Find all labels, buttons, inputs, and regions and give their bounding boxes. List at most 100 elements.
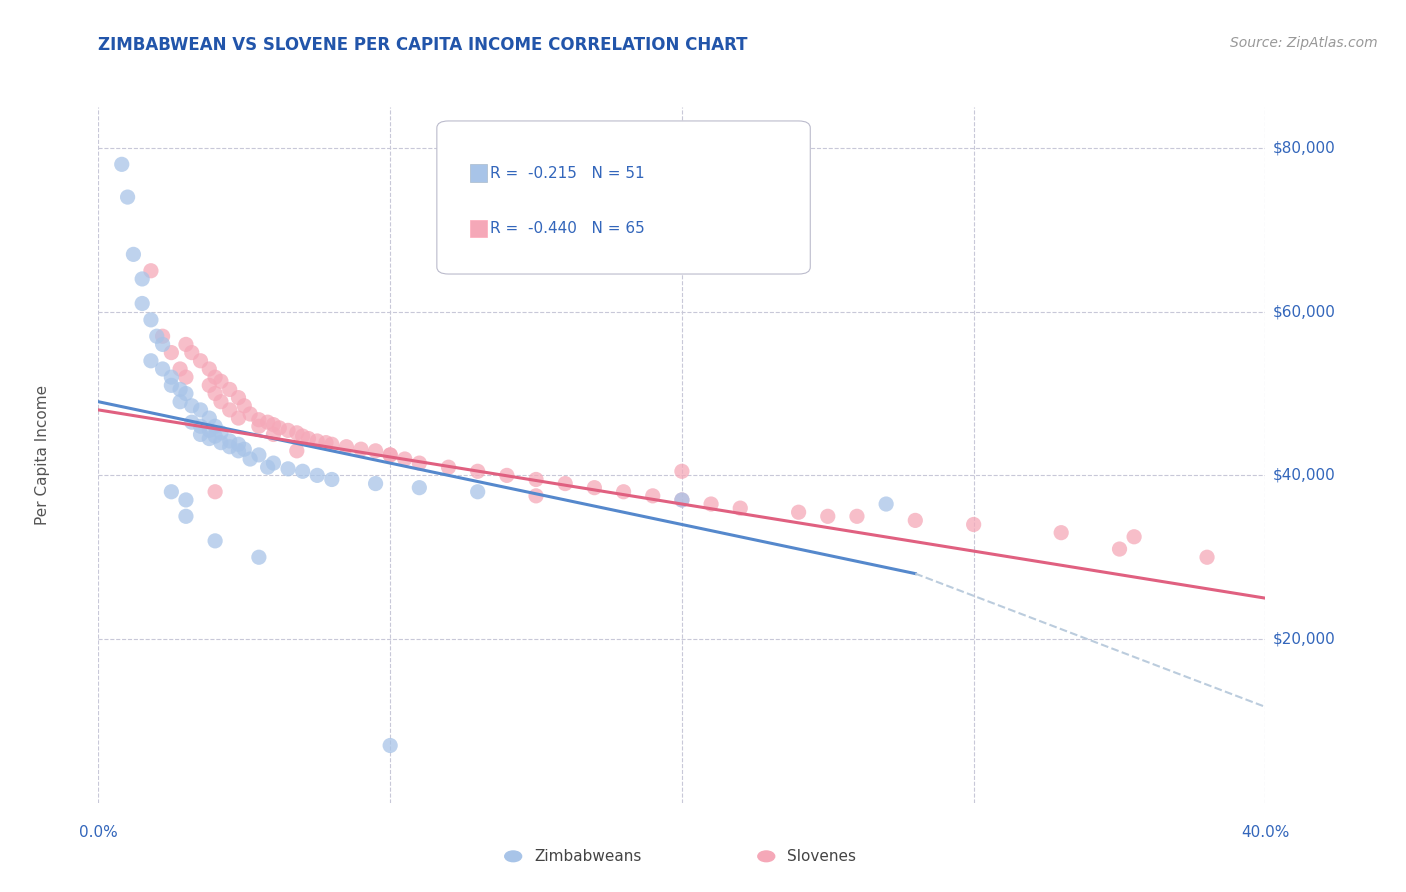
Point — [198, 423, 221, 437]
Point — [378, 448, 402, 462]
Point — [671, 492, 693, 507]
Point — [904, 513, 927, 527]
Point — [169, 362, 191, 376]
Point — [256, 415, 278, 429]
Point — [204, 429, 226, 443]
Point — [495, 468, 517, 483]
Point — [787, 505, 810, 519]
Point — [262, 417, 284, 432]
Point — [671, 492, 693, 507]
Point — [228, 411, 250, 425]
Point — [117, 190, 139, 204]
Point — [174, 509, 197, 524]
Point — [378, 448, 402, 462]
Text: Source: ZipAtlas.com: Source: ZipAtlas.com — [1230, 36, 1378, 50]
Point — [285, 443, 308, 458]
Text: 40.0%: 40.0% — [1241, 825, 1289, 840]
Point — [204, 484, 226, 499]
Point — [180, 399, 202, 413]
Point — [209, 394, 232, 409]
Point — [845, 509, 868, 524]
Point — [228, 391, 250, 405]
Point — [321, 437, 343, 451]
Text: Slovenes: Slovenes — [787, 849, 856, 863]
Text: ZIMBABWEAN VS SLOVENE PER CAPITA INCOME CORRELATION CHART: ZIMBABWEAN VS SLOVENE PER CAPITA INCOME … — [98, 36, 748, 54]
Point — [174, 370, 197, 384]
Text: $80,000: $80,000 — [1272, 140, 1336, 155]
Point — [875, 497, 897, 511]
Point — [962, 517, 984, 532]
Text: $40,000: $40,000 — [1272, 468, 1336, 483]
Point — [285, 425, 308, 440]
Point — [204, 533, 226, 548]
Point — [228, 437, 250, 451]
Point — [291, 464, 314, 478]
Point — [190, 419, 212, 434]
Point — [307, 468, 329, 483]
Point — [277, 462, 299, 476]
Point — [131, 296, 153, 310]
Point — [728, 501, 751, 516]
FancyBboxPatch shape — [437, 121, 810, 274]
Point — [180, 345, 202, 359]
Point — [152, 329, 174, 343]
Point — [131, 272, 153, 286]
Point — [269, 421, 291, 435]
Point — [169, 383, 191, 397]
Point — [247, 550, 270, 565]
Point — [1108, 542, 1130, 557]
Point — [583, 481, 606, 495]
Point — [139, 313, 162, 327]
Point — [364, 476, 387, 491]
Point — [209, 374, 232, 388]
Text: R =  -0.440   N = 65: R = -0.440 N = 65 — [489, 221, 645, 236]
Point — [174, 337, 197, 351]
Point — [408, 456, 430, 470]
Point — [641, 489, 664, 503]
Point — [291, 429, 314, 443]
Point — [554, 476, 576, 491]
Point — [209, 425, 232, 440]
Point — [335, 440, 357, 454]
Text: R =  -0.215   N = 51: R = -0.215 N = 51 — [489, 166, 644, 181]
Point — [146, 329, 169, 343]
Text: Zimbabweans: Zimbabweans — [534, 849, 641, 863]
Point — [204, 386, 226, 401]
Point — [247, 448, 270, 462]
Point — [190, 403, 212, 417]
Point — [247, 413, 270, 427]
Point — [174, 386, 197, 401]
Point — [169, 394, 191, 409]
Point — [198, 411, 221, 425]
Point — [239, 452, 262, 467]
Point — [315, 435, 337, 450]
Point — [204, 419, 226, 434]
Point — [122, 247, 145, 261]
Point — [228, 443, 250, 458]
Point — [233, 442, 256, 457]
Point — [198, 362, 221, 376]
Point — [190, 353, 212, 368]
Point — [700, 497, 723, 511]
Point — [209, 435, 232, 450]
Point — [218, 403, 240, 417]
Point — [277, 423, 299, 437]
Point — [262, 427, 284, 442]
Point — [198, 432, 221, 446]
Point — [247, 419, 270, 434]
Point — [1050, 525, 1073, 540]
Point — [233, 399, 256, 413]
Point — [467, 464, 489, 478]
Text: $20,000: $20,000 — [1272, 632, 1336, 647]
Point — [307, 434, 329, 448]
Point — [437, 460, 460, 475]
Point — [152, 337, 174, 351]
Point — [262, 456, 284, 470]
Point — [160, 378, 183, 392]
Point — [218, 434, 240, 448]
Point — [204, 370, 226, 384]
Point — [297, 432, 319, 446]
Point — [364, 443, 387, 458]
Point — [524, 473, 547, 487]
Bar — [470, 220, 486, 237]
